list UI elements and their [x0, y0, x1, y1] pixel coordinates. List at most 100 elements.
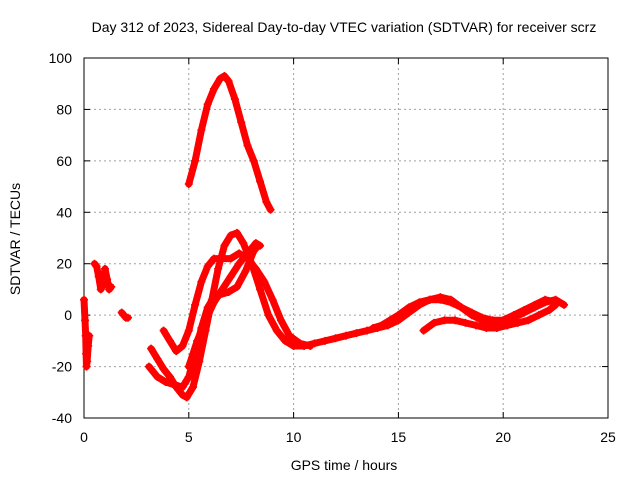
data-point [425, 295, 434, 304]
data-point [436, 295, 445, 304]
data-point [285, 331, 294, 340]
data-point [404, 303, 413, 312]
data-point [153, 354, 162, 363]
data-point [226, 272, 235, 281]
data-point [203, 100, 212, 109]
data-point [184, 372, 193, 381]
data-point [281, 336, 290, 345]
data-point [524, 316, 533, 325]
data-point [193, 336, 202, 345]
data-point [415, 298, 424, 307]
data-point [230, 95, 239, 104]
data-point [233, 282, 242, 291]
data-point [218, 285, 227, 294]
data-point [266, 205, 275, 214]
y-tick-label: 60 [56, 153, 72, 169]
series-track-b [90, 259, 116, 294]
data-point [446, 298, 455, 307]
data-point [170, 380, 179, 389]
data-point [467, 308, 476, 317]
data-point [197, 126, 206, 134]
data-point [249, 156, 258, 165]
data-point [256, 285, 265, 294]
data-point [188, 383, 197, 392]
y-tick-label: 20 [56, 256, 72, 272]
data-point [530, 300, 539, 309]
data-point [82, 349, 91, 358]
series-line [185, 239, 264, 371]
data-point [520, 306, 529, 314]
series-track-h [184, 239, 265, 371]
data-point [243, 141, 252, 150]
data-point [306, 342, 315, 350]
data-point [509, 311, 518, 320]
x-tick-label: 0 [80, 429, 88, 445]
data-point [419, 326, 428, 335]
y-tick-label: -20 [52, 359, 72, 375]
data-point [233, 228, 242, 237]
data-point [241, 267, 250, 276]
data-point [331, 334, 340, 343]
data-point [124, 313, 133, 322]
plot-frame [83, 57, 609, 419]
data-point [161, 378, 170, 386]
series-track-c [117, 308, 133, 322]
data-point [430, 318, 439, 327]
data-point [182, 393, 191, 402]
data-point [352, 329, 361, 338]
data-marks [80, 72, 568, 402]
data-point [243, 249, 252, 258]
data-point [220, 72, 229, 80]
data-point [224, 77, 233, 86]
y-tick-label: -40 [52, 410, 72, 426]
y-axis-label: SDTVAR / TECUs [7, 183, 23, 295]
data-point [551, 298, 560, 307]
y-tick-label: 40 [56, 204, 72, 220]
data-point [178, 390, 187, 399]
data-point [268, 295, 277, 304]
data-point [103, 275, 112, 284]
data-point [541, 295, 550, 304]
data-point [503, 321, 512, 330]
data-point [209, 254, 218, 263]
data-point [92, 262, 101, 271]
data-point [184, 362, 193, 371]
data-point [191, 156, 200, 165]
data-point [440, 316, 449, 325]
data-point [81, 316, 90, 325]
data-point [264, 311, 273, 320]
data-point [159, 365, 168, 374]
series-track-j [369, 295, 560, 332]
data-point [83, 357, 92, 366]
data-point [369, 324, 378, 332]
data-point [144, 362, 153, 371]
data-point [251, 239, 260, 248]
data-point [226, 254, 235, 263]
data-point [226, 231, 235, 240]
data-point [457, 303, 466, 312]
data-point [386, 316, 395, 325]
series-line [160, 249, 314, 355]
data-point [239, 239, 248, 248]
data-point [492, 324, 501, 332]
data-point [295, 339, 304, 348]
data-point [216, 74, 225, 83]
data-point [471, 321, 480, 330]
data-point [184, 326, 193, 335]
data-point [237, 118, 246, 127]
data-point [461, 318, 470, 327]
axis-ticks: 0 5 10 15 20 25 -40 -20 0 20 40 60 80 100 [49, 50, 616, 445]
data-point [218, 254, 227, 263]
data-point [256, 177, 265, 186]
data-point [559, 300, 568, 309]
y-tick-label: 100 [49, 50, 73, 66]
data-point [277, 316, 286, 325]
data-point [96, 285, 105, 294]
data-point [94, 272, 103, 281]
data-point [197, 277, 206, 286]
data-point [394, 311, 403, 320]
data-point [191, 300, 200, 309]
data-point [362, 326, 371, 335]
data-point [262, 198, 271, 206]
